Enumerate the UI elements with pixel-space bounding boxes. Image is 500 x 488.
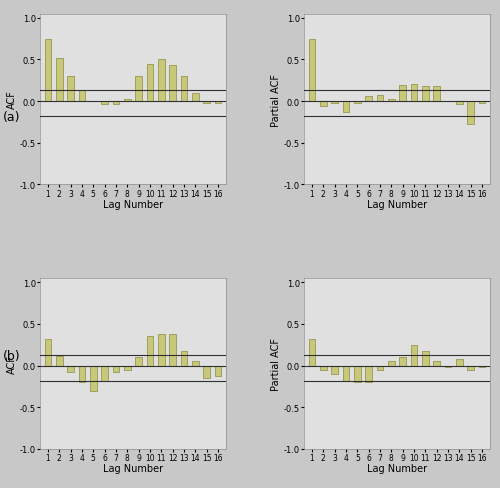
Bar: [67, 366, 74, 372]
Bar: [170, 66, 176, 102]
Y-axis label: Partial ACF: Partial ACF: [271, 337, 281, 390]
Bar: [44, 40, 52, 102]
X-axis label: Lag Number: Lag Number: [103, 464, 163, 473]
Y-axis label: ACF: ACF: [7, 90, 17, 109]
Bar: [78, 366, 86, 383]
Bar: [320, 102, 326, 107]
Bar: [180, 77, 188, 102]
Bar: [332, 102, 338, 103]
Bar: [422, 87, 429, 102]
Bar: [78, 91, 86, 102]
Bar: [44, 339, 52, 366]
Bar: [90, 366, 96, 391]
Bar: [354, 102, 360, 103]
Bar: [146, 337, 154, 366]
Bar: [124, 100, 130, 102]
Bar: [410, 345, 418, 366]
Bar: [456, 102, 463, 104]
Bar: [354, 366, 360, 383]
Bar: [342, 102, 349, 113]
Bar: [204, 366, 210, 378]
Bar: [444, 366, 452, 367]
Bar: [366, 366, 372, 383]
Bar: [400, 86, 406, 102]
Bar: [214, 102, 222, 103]
Bar: [410, 85, 418, 102]
Bar: [468, 366, 474, 370]
Bar: [478, 366, 486, 367]
Bar: [56, 356, 62, 366]
Bar: [135, 77, 142, 102]
X-axis label: Lag Number: Lag Number: [367, 464, 427, 473]
Bar: [434, 362, 440, 366]
Bar: [456, 359, 463, 366]
X-axis label: Lag Number: Lag Number: [367, 200, 427, 209]
Bar: [388, 362, 395, 366]
Bar: [192, 362, 198, 366]
Text: (a): (a): [2, 111, 20, 123]
Bar: [214, 366, 222, 377]
Bar: [192, 94, 198, 102]
Bar: [135, 358, 142, 366]
Bar: [376, 366, 384, 370]
Bar: [388, 100, 395, 102]
Bar: [320, 366, 326, 370]
Y-axis label: ACF: ACF: [7, 354, 17, 373]
Bar: [146, 64, 154, 102]
Bar: [112, 366, 119, 372]
Bar: [112, 102, 119, 105]
Bar: [158, 61, 164, 102]
Bar: [180, 351, 188, 366]
Bar: [332, 366, 338, 374]
Text: (b): (b): [2, 350, 20, 363]
Bar: [56, 59, 62, 102]
Bar: [101, 102, 108, 105]
Bar: [204, 102, 210, 103]
Bar: [422, 351, 429, 366]
Bar: [478, 102, 486, 103]
Y-axis label: Partial ACF: Partial ACF: [271, 73, 281, 126]
Bar: [170, 334, 176, 366]
Bar: [376, 96, 384, 102]
Bar: [400, 358, 406, 366]
Bar: [124, 366, 130, 370]
Bar: [342, 366, 349, 381]
Bar: [158, 334, 164, 366]
Bar: [468, 102, 474, 124]
X-axis label: Lag Number: Lag Number: [103, 200, 163, 209]
Bar: [101, 366, 108, 381]
Bar: [308, 339, 316, 366]
Bar: [366, 97, 372, 102]
Bar: [67, 77, 74, 102]
Bar: [434, 87, 440, 102]
Bar: [308, 40, 316, 102]
